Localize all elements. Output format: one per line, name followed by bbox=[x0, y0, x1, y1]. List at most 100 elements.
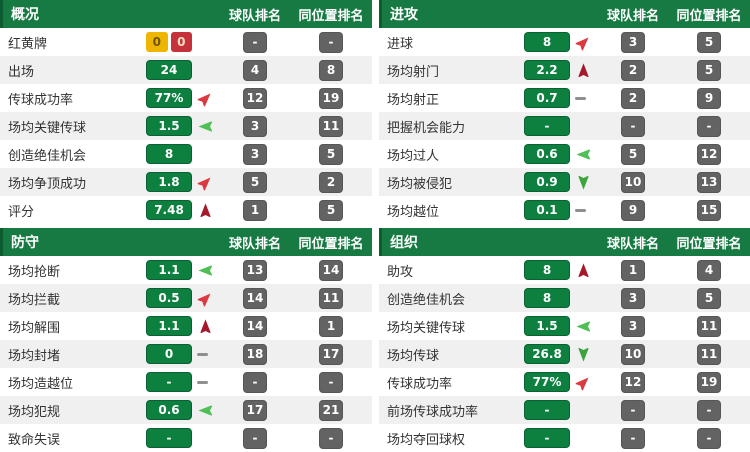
team-rank-cell: - bbox=[220, 427, 290, 449]
trend-cell bbox=[192, 262, 220, 279]
team-rank-cell: 10 bbox=[598, 343, 668, 365]
team-rank-badge: - bbox=[621, 427, 645, 449]
position-rank-badge: 1 bbox=[319, 315, 343, 337]
team-rank-badge: - bbox=[621, 399, 645, 421]
position-rank-cell: - bbox=[290, 31, 372, 53]
stat-value-cell: 0 bbox=[146, 344, 192, 364]
team-rank-badge: - bbox=[243, 427, 267, 449]
stat-label: 场均越位 bbox=[387, 204, 440, 220]
column-header-team-rank: 球队排名 bbox=[228, 236, 281, 252]
stat-value-cell: - bbox=[524, 400, 570, 420]
stat-label: 传球成功率 bbox=[387, 376, 453, 392]
section-title: 组织 bbox=[390, 235, 418, 251]
trend-cell bbox=[192, 174, 220, 191]
stat-value-badge: - bbox=[146, 428, 192, 448]
position-rank-badge: 17 bbox=[318, 343, 344, 365]
position-rank-cell: 11 bbox=[290, 115, 372, 137]
stat-row: 场均射门 2.2 2 5 bbox=[379, 56, 750, 84]
trend-left-icon bbox=[198, 264, 213, 276]
team-rank-badge: 1 bbox=[621, 259, 645, 281]
column-header-position-rank: 同位置排名 bbox=[676, 236, 742, 252]
position-rank-cell: 19 bbox=[668, 371, 750, 393]
team-rank-badge: 10 bbox=[620, 343, 646, 365]
stat-rows: 场均抢断 1.1 13 14 场均拦截 0.5 14 11 场均解围 1.1 14 1 场均封堵 0 18 1… bbox=[0, 256, 372, 452]
stat-label: 场均拦截 bbox=[8, 292, 61, 308]
stat-label: 场均射正 bbox=[387, 92, 440, 108]
position-rank-cell: - bbox=[668, 399, 750, 421]
team-rank-badge: 5 bbox=[243, 171, 267, 193]
stat-value-cell: 0.7 bbox=[524, 88, 570, 108]
stat-rows: 助攻 8 1 4 创造绝佳机会 8 3 5 场均关键传球 1.5 3 11 场均传球 26.8 10 11 传球… bbox=[379, 256, 750, 452]
stat-value-cell: 1.1 bbox=[146, 316, 192, 336]
position-rank-badge: - bbox=[697, 427, 721, 449]
team-rank-cell: 13 bbox=[220, 259, 290, 281]
team-rank-badge: 17 bbox=[242, 399, 268, 421]
stat-value-cell: 8 bbox=[146, 144, 192, 164]
position-rank-badge: 15 bbox=[696, 199, 722, 221]
stat-value-badge: 8 bbox=[524, 32, 570, 52]
team-rank-cell: 14 bbox=[220, 315, 290, 337]
team-rank-cell: - bbox=[220, 31, 290, 53]
section-overview: 概况 球队排名 同位置排名 红黄牌 0 0- - 出场 24 4 8 传球成功率 77% 12 19 场… bbox=[0, 0, 372, 224]
trend-cell bbox=[570, 34, 598, 51]
position-rank-badge: 13 bbox=[696, 171, 722, 193]
team-rank-cell: 12 bbox=[598, 371, 668, 393]
stat-value-cell: - bbox=[524, 116, 570, 136]
stat-row: 场均造越位 - - - bbox=[0, 368, 372, 396]
position-rank-badge: 5 bbox=[697, 31, 721, 53]
trend-cell bbox=[570, 374, 598, 391]
position-rank-cell: 1 bbox=[290, 315, 372, 337]
position-rank-cell: 11 bbox=[290, 287, 372, 309]
team-rank-cell: 18 bbox=[220, 343, 290, 365]
team-rank-badge: 5 bbox=[621, 143, 645, 165]
position-rank-cell: 4 bbox=[668, 259, 750, 281]
trend-cell bbox=[192, 290, 220, 307]
stat-row: 传球成功率 77% 12 19 bbox=[379, 368, 750, 396]
team-rank-badge: 12 bbox=[242, 87, 268, 109]
trend-up-right-icon bbox=[575, 376, 589, 390]
stat-value-badge: 1.1 bbox=[146, 316, 192, 336]
stat-label: 创造绝佳机会 bbox=[8, 148, 87, 164]
section-header: 组织 球队排名 同位置排名 bbox=[379, 228, 750, 256]
position-rank-cell: 12 bbox=[668, 143, 750, 165]
team-rank-cell: 1 bbox=[598, 259, 668, 281]
stat-row: 场均抢断 1.1 13 14 bbox=[0, 256, 372, 284]
stat-row: 助攻 8 1 4 bbox=[379, 256, 750, 284]
trend-cell bbox=[570, 62, 598, 79]
trend-up-icon bbox=[200, 202, 211, 217]
stat-value-badge: 0.1 bbox=[524, 200, 570, 220]
section-title: 概况 bbox=[11, 7, 39, 23]
trend-flat-icon bbox=[197, 352, 208, 356]
column-header-team-rank: 球队排名 bbox=[228, 8, 281, 24]
trend-cell bbox=[192, 90, 220, 107]
stat-label: 场均抢断 bbox=[8, 264, 61, 280]
stat-label: 评分 bbox=[8, 204, 35, 220]
stat-row: 出场 24 4 8 bbox=[0, 56, 372, 84]
stat-value-badge: 77% bbox=[524, 372, 570, 392]
team-rank-cell: 5 bbox=[598, 143, 668, 165]
trend-cell bbox=[192, 202, 220, 219]
yellow-card-badge: 0 bbox=[146, 32, 168, 52]
stat-row: 进球 8 3 5 bbox=[379, 28, 750, 56]
section-title: 防守 bbox=[11, 235, 39, 251]
stat-label: 红黄牌 bbox=[8, 36, 48, 52]
stat-value-badge: 2.2 bbox=[524, 60, 570, 80]
stat-value-badge: 0.7 bbox=[524, 88, 570, 108]
trend-flat-icon bbox=[575, 208, 586, 212]
position-rank-badge: 9 bbox=[697, 87, 721, 109]
trend-cell bbox=[570, 174, 598, 191]
team-rank-badge: 3 bbox=[243, 115, 267, 137]
stat-value-cell: 1.1 bbox=[146, 260, 192, 280]
trend-left-icon bbox=[198, 120, 213, 132]
stat-value-cell: 8 bbox=[524, 260, 570, 280]
trend-up-icon bbox=[578, 262, 589, 277]
team-rank-cell: - bbox=[598, 115, 668, 137]
stat-value-badge: - bbox=[146, 372, 192, 392]
stat-row: 场均传球 26.8 10 11 bbox=[379, 340, 750, 368]
stat-row: 前场传球成功率 - - - bbox=[379, 396, 750, 424]
section-defense: 防守 球队排名 同位置排名 场均抢断 1.1 13 14 场均拦截 0.5 14 11 场均解围… bbox=[0, 228, 372, 452]
stat-label: 场均射门 bbox=[387, 64, 440, 80]
team-rank-badge: - bbox=[621, 115, 645, 137]
stat-row: 场均解围 1.1 14 1 bbox=[0, 312, 372, 340]
team-rank-badge: - bbox=[243, 371, 267, 393]
